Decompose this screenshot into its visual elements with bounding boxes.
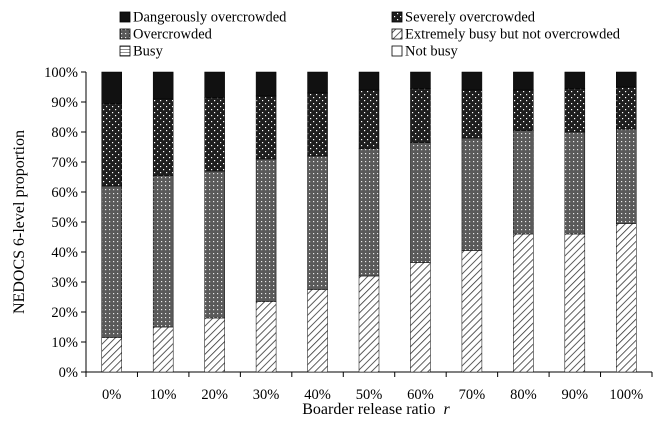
bar-segment-severely-overcrowded [616, 86, 637, 130]
bars [101, 71, 637, 373]
x-tick-label: 50% [356, 387, 383, 403]
y-tick-label: 90% [51, 95, 78, 111]
bar-segment-extremely-busy-but-not-overcrowded [461, 250, 483, 373]
x-tick-label: 40% [304, 387, 331, 403]
y-tick-label: 60% [51, 185, 78, 201]
legend-item-severely-overcrowded: Severely overcrowded [391, 10, 536, 26]
bar-segment-dangerously-overcrowded [152, 71, 174, 100]
bar-segment-severely-overcrowded [101, 103, 122, 187]
y-tick-label: 80% [51, 125, 78, 141]
x-axis-label-variable: r [444, 401, 451, 418]
bar-segment-extremely-busy-but-not-overcrowded [204, 317, 225, 373]
bar-segment-severely-overcrowded [204, 97, 225, 172]
x-tick-label: 60% [407, 387, 434, 403]
x-tick-label: 90% [562, 387, 589, 403]
y-tick-label: 40% [51, 245, 78, 261]
bar-segment-severely-overcrowded [358, 89, 380, 149]
legend-item-overcrowded: Overcrowded [119, 27, 213, 43]
bar-segment-dangerously-overcrowded [307, 71, 328, 94]
bar-segment-dangerously-overcrowded [513, 71, 534, 91]
bar-segment-extremely-busy-but-not-overcrowded [152, 326, 174, 373]
y-tick-label: 20% [51, 305, 78, 321]
bar-segment-dangerously-overcrowded [358, 71, 380, 91]
bar-segment-severely-overcrowded [410, 88, 431, 143]
x-tick-label: 30% [253, 387, 280, 403]
legend-item-busy: Busy [119, 44, 164, 60]
bar-segment-dangerously-overcrowded [410, 71, 431, 89]
legend-item-dangerously-overcrowded: Dangerously overcrowded [119, 10, 287, 26]
legend-label-overcrowded: Overcrowded [133, 27, 213, 43]
bar-segment-dangerously-overcrowded [461, 71, 483, 91]
y-tick-label: 30% [51, 275, 78, 291]
bar-segment-extremely-busy-but-not-overcrowded [101, 337, 122, 373]
bar-segment-overcrowded [101, 185, 122, 338]
x-tick-label: 100% [609, 387, 643, 403]
legend-swatch-busy [119, 45, 131, 57]
bar-segment-severely-overcrowded [513, 89, 534, 131]
x-tick-label: 80% [510, 387, 537, 403]
bar-segment-dangerously-overcrowded [101, 71, 122, 104]
y-tick-label: 100% [44, 65, 78, 81]
bar-segment-severely-overcrowded [152, 98, 174, 176]
bar-segment-dangerously-overcrowded [255, 71, 277, 97]
legend-item-extremely-busy: Extremely busy but not overcrowded [391, 27, 621, 43]
legend: Dangerously overcrowded Severely overcro… [119, 10, 621, 60]
legend-swatch-extremely-busy [391, 28, 403, 40]
y-tick-label: 10% [51, 335, 78, 351]
x-tick-label: 20% [201, 387, 228, 403]
x-tick-label: 0% [102, 387, 121, 403]
plot-area: 0% 10% 20% 30% 40% 50% 60% 70% 80% 90% 100% 0% 10% 2… [44, 65, 653, 403]
bar-segment-extremely-busy-but-not-overcrowded [255, 301, 277, 373]
bar-segment-extremely-busy-but-not-overcrowded [307, 289, 328, 373]
bar-segment-overcrowded [410, 142, 431, 263]
x-tick-label: 70% [459, 387, 486, 403]
legend-swatch-not-busy [391, 45, 403, 57]
bar-segment-dangerously-overcrowded [616, 71, 637, 88]
y-tick-label: 0% [59, 365, 78, 381]
y-axis-label: NEDOCS 6-level proportion [11, 130, 28, 314]
bar-segment-extremely-busy-but-not-overcrowded [410, 262, 431, 373]
y-axis-ticks: 0% 10% 20% 30% 40% 50% 60% 70% 80% 90% 100% [44, 65, 86, 381]
bar-segment-severely-overcrowded [255, 95, 277, 160]
bar-segment-overcrowded [461, 137, 483, 251]
bar-segment-overcrowded [307, 155, 328, 290]
x-tick-label: 10% [150, 387, 177, 403]
legend-label-extremely-busy: Extremely busy but not overcrowded [405, 27, 621, 43]
bar-segment-severely-overcrowded [461, 89, 483, 139]
bar-segment-overcrowded [564, 131, 586, 235]
bar-segment-severely-overcrowded [564, 88, 586, 133]
y-tick-label: 70% [51, 155, 78, 171]
x-axis-label-text: Boarder release ratio [302, 401, 435, 418]
legend-label-severely-overcrowded: Severely overcrowded [405, 10, 536, 26]
legend-label-dangerously-overcrowded: Dangerously overcrowded [133, 10, 287, 26]
bar-segment-overcrowded [616, 128, 637, 224]
bar-segment-severely-overcrowded [307, 92, 328, 157]
legend-swatch-dangerously-overcrowded [119, 11, 131, 23]
bar-segment-dangerously-overcrowded [564, 71, 586, 89]
bar-segment-overcrowded [152, 175, 174, 328]
legend-swatch-overcrowded [119, 28, 131, 40]
bar-segment-overcrowded [358, 148, 380, 277]
x-axis-label: Boarder release ratio r [302, 401, 450, 418]
legend-label-busy: Busy [133, 44, 164, 60]
legend-swatch-severely-overcrowded [391, 11, 403, 23]
x-axis-ticks: 0% 10% 20% 30% 40% 50% 60% 70% 80% 90% 100% [85, 372, 653, 403]
bar-segment-dangerously-overcrowded [204, 71, 225, 98]
y-tick-label: 50% [51, 215, 78, 231]
bar-segment-overcrowded [204, 170, 225, 319]
legend-item-not-busy: Not busy [391, 44, 459, 60]
bar-segment-overcrowded [513, 130, 534, 235]
bar-segment-extremely-busy-but-not-overcrowded [513, 233, 534, 373]
bar-segment-overcrowded [255, 158, 277, 302]
legend-label-not-busy: Not busy [405, 44, 459, 60]
bar-segment-extremely-busy-but-not-overcrowded [564, 233, 586, 373]
bar-segment-extremely-busy-but-not-overcrowded [616, 223, 637, 373]
bar-segment-extremely-busy-but-not-overcrowded [358, 275, 380, 373]
